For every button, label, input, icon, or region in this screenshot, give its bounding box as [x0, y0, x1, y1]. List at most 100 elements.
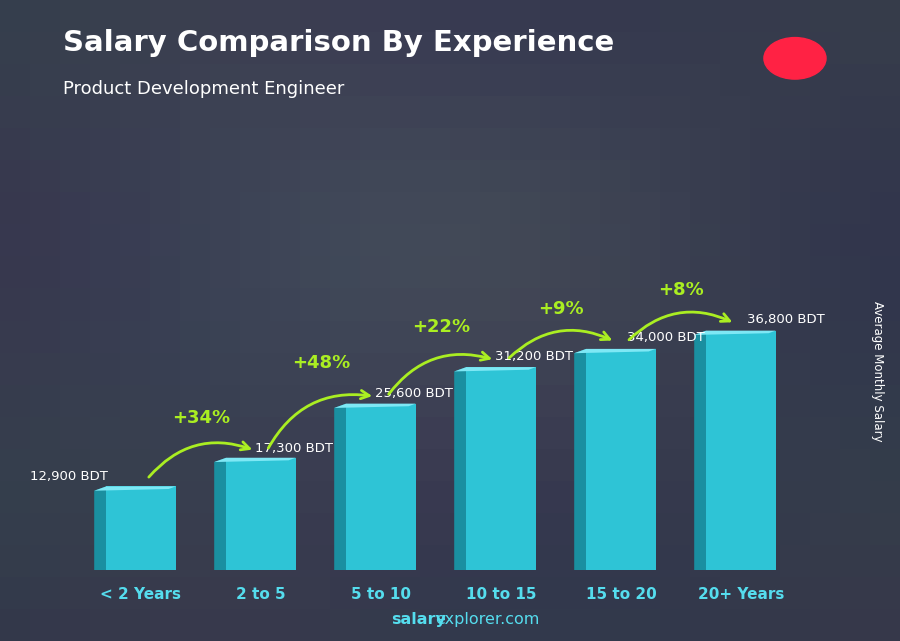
Bar: [360, 481, 390, 513]
Bar: [840, 224, 870, 256]
Bar: [150, 545, 180, 577]
Bar: [360, 577, 390, 609]
Bar: [420, 385, 450, 417]
Bar: [450, 481, 480, 513]
Bar: [690, 449, 720, 481]
Text: +22%: +22%: [412, 318, 470, 336]
Bar: [600, 577, 630, 609]
Bar: [810, 288, 840, 320]
Bar: [390, 449, 420, 481]
Bar: [390, 160, 420, 192]
Bar: [210, 128, 240, 160]
Bar: [0, 385, 30, 417]
Bar: [450, 192, 480, 224]
Bar: [420, 64, 450, 96]
Bar: [480, 449, 510, 481]
Bar: [210, 513, 240, 545]
Bar: [780, 224, 810, 256]
Bar: [360, 320, 390, 353]
Bar: [810, 449, 840, 481]
Bar: [750, 0, 780, 32]
Text: salary: salary: [392, 612, 446, 627]
Bar: [210, 545, 240, 577]
Bar: [330, 609, 360, 641]
Bar: [720, 545, 750, 577]
Bar: [510, 160, 540, 192]
Bar: [0, 513, 30, 545]
Bar: [720, 513, 750, 545]
Bar: [840, 256, 870, 288]
Bar: [840, 449, 870, 481]
Bar: [510, 481, 540, 513]
Bar: [480, 256, 510, 288]
Bar: [810, 0, 840, 32]
Bar: [780, 32, 810, 64]
Bar: [60, 609, 90, 641]
Bar: [600, 449, 630, 481]
Bar: [210, 353, 240, 385]
Bar: [210, 320, 240, 353]
Bar: [270, 128, 300, 160]
Bar: [150, 192, 180, 224]
Bar: [300, 64, 330, 96]
Bar: [510, 64, 540, 96]
Bar: [300, 224, 330, 256]
Polygon shape: [214, 458, 226, 570]
Bar: [180, 545, 210, 577]
Bar: [600, 320, 630, 353]
Bar: [180, 417, 210, 449]
Bar: [870, 609, 900, 641]
Bar: [690, 32, 720, 64]
Bar: [120, 96, 150, 128]
Bar: [450, 288, 480, 320]
Polygon shape: [334, 404, 416, 408]
Bar: [90, 353, 120, 385]
Bar: [540, 320, 570, 353]
Bar: [390, 32, 420, 64]
Bar: [570, 545, 600, 577]
Bar: [420, 0, 450, 32]
Bar: [750, 288, 780, 320]
Text: 25,600 BDT: 25,600 BDT: [375, 387, 453, 400]
Bar: [330, 577, 360, 609]
Bar: [570, 481, 600, 513]
Bar: [120, 385, 150, 417]
Bar: [870, 224, 900, 256]
Bar: [30, 0, 60, 32]
Bar: [600, 609, 630, 641]
Bar: [780, 545, 810, 577]
Bar: [60, 256, 90, 288]
Bar: [240, 32, 270, 64]
Bar: [510, 545, 540, 577]
Bar: [210, 96, 240, 128]
Bar: [450, 609, 480, 641]
Bar: [0, 417, 30, 449]
Bar: [420, 288, 450, 320]
Bar: [270, 481, 300, 513]
Bar: [630, 224, 660, 256]
Bar: [390, 481, 420, 513]
Bar: [120, 481, 150, 513]
Bar: [90, 64, 120, 96]
Bar: [750, 353, 780, 385]
Bar: [720, 385, 750, 417]
Bar: [330, 32, 360, 64]
Bar: [390, 64, 420, 96]
Bar: [706, 331, 776, 570]
Bar: [630, 160, 660, 192]
Bar: [90, 256, 120, 288]
Bar: [630, 609, 660, 641]
Bar: [420, 481, 450, 513]
Bar: [240, 353, 270, 385]
Bar: [586, 349, 656, 570]
Bar: [600, 64, 630, 96]
Bar: [780, 385, 810, 417]
Bar: [720, 256, 750, 288]
Bar: [660, 609, 690, 641]
Bar: [810, 545, 840, 577]
Bar: [720, 417, 750, 449]
Bar: [120, 577, 150, 609]
Bar: [420, 128, 450, 160]
Bar: [300, 128, 330, 160]
Bar: [750, 513, 780, 545]
